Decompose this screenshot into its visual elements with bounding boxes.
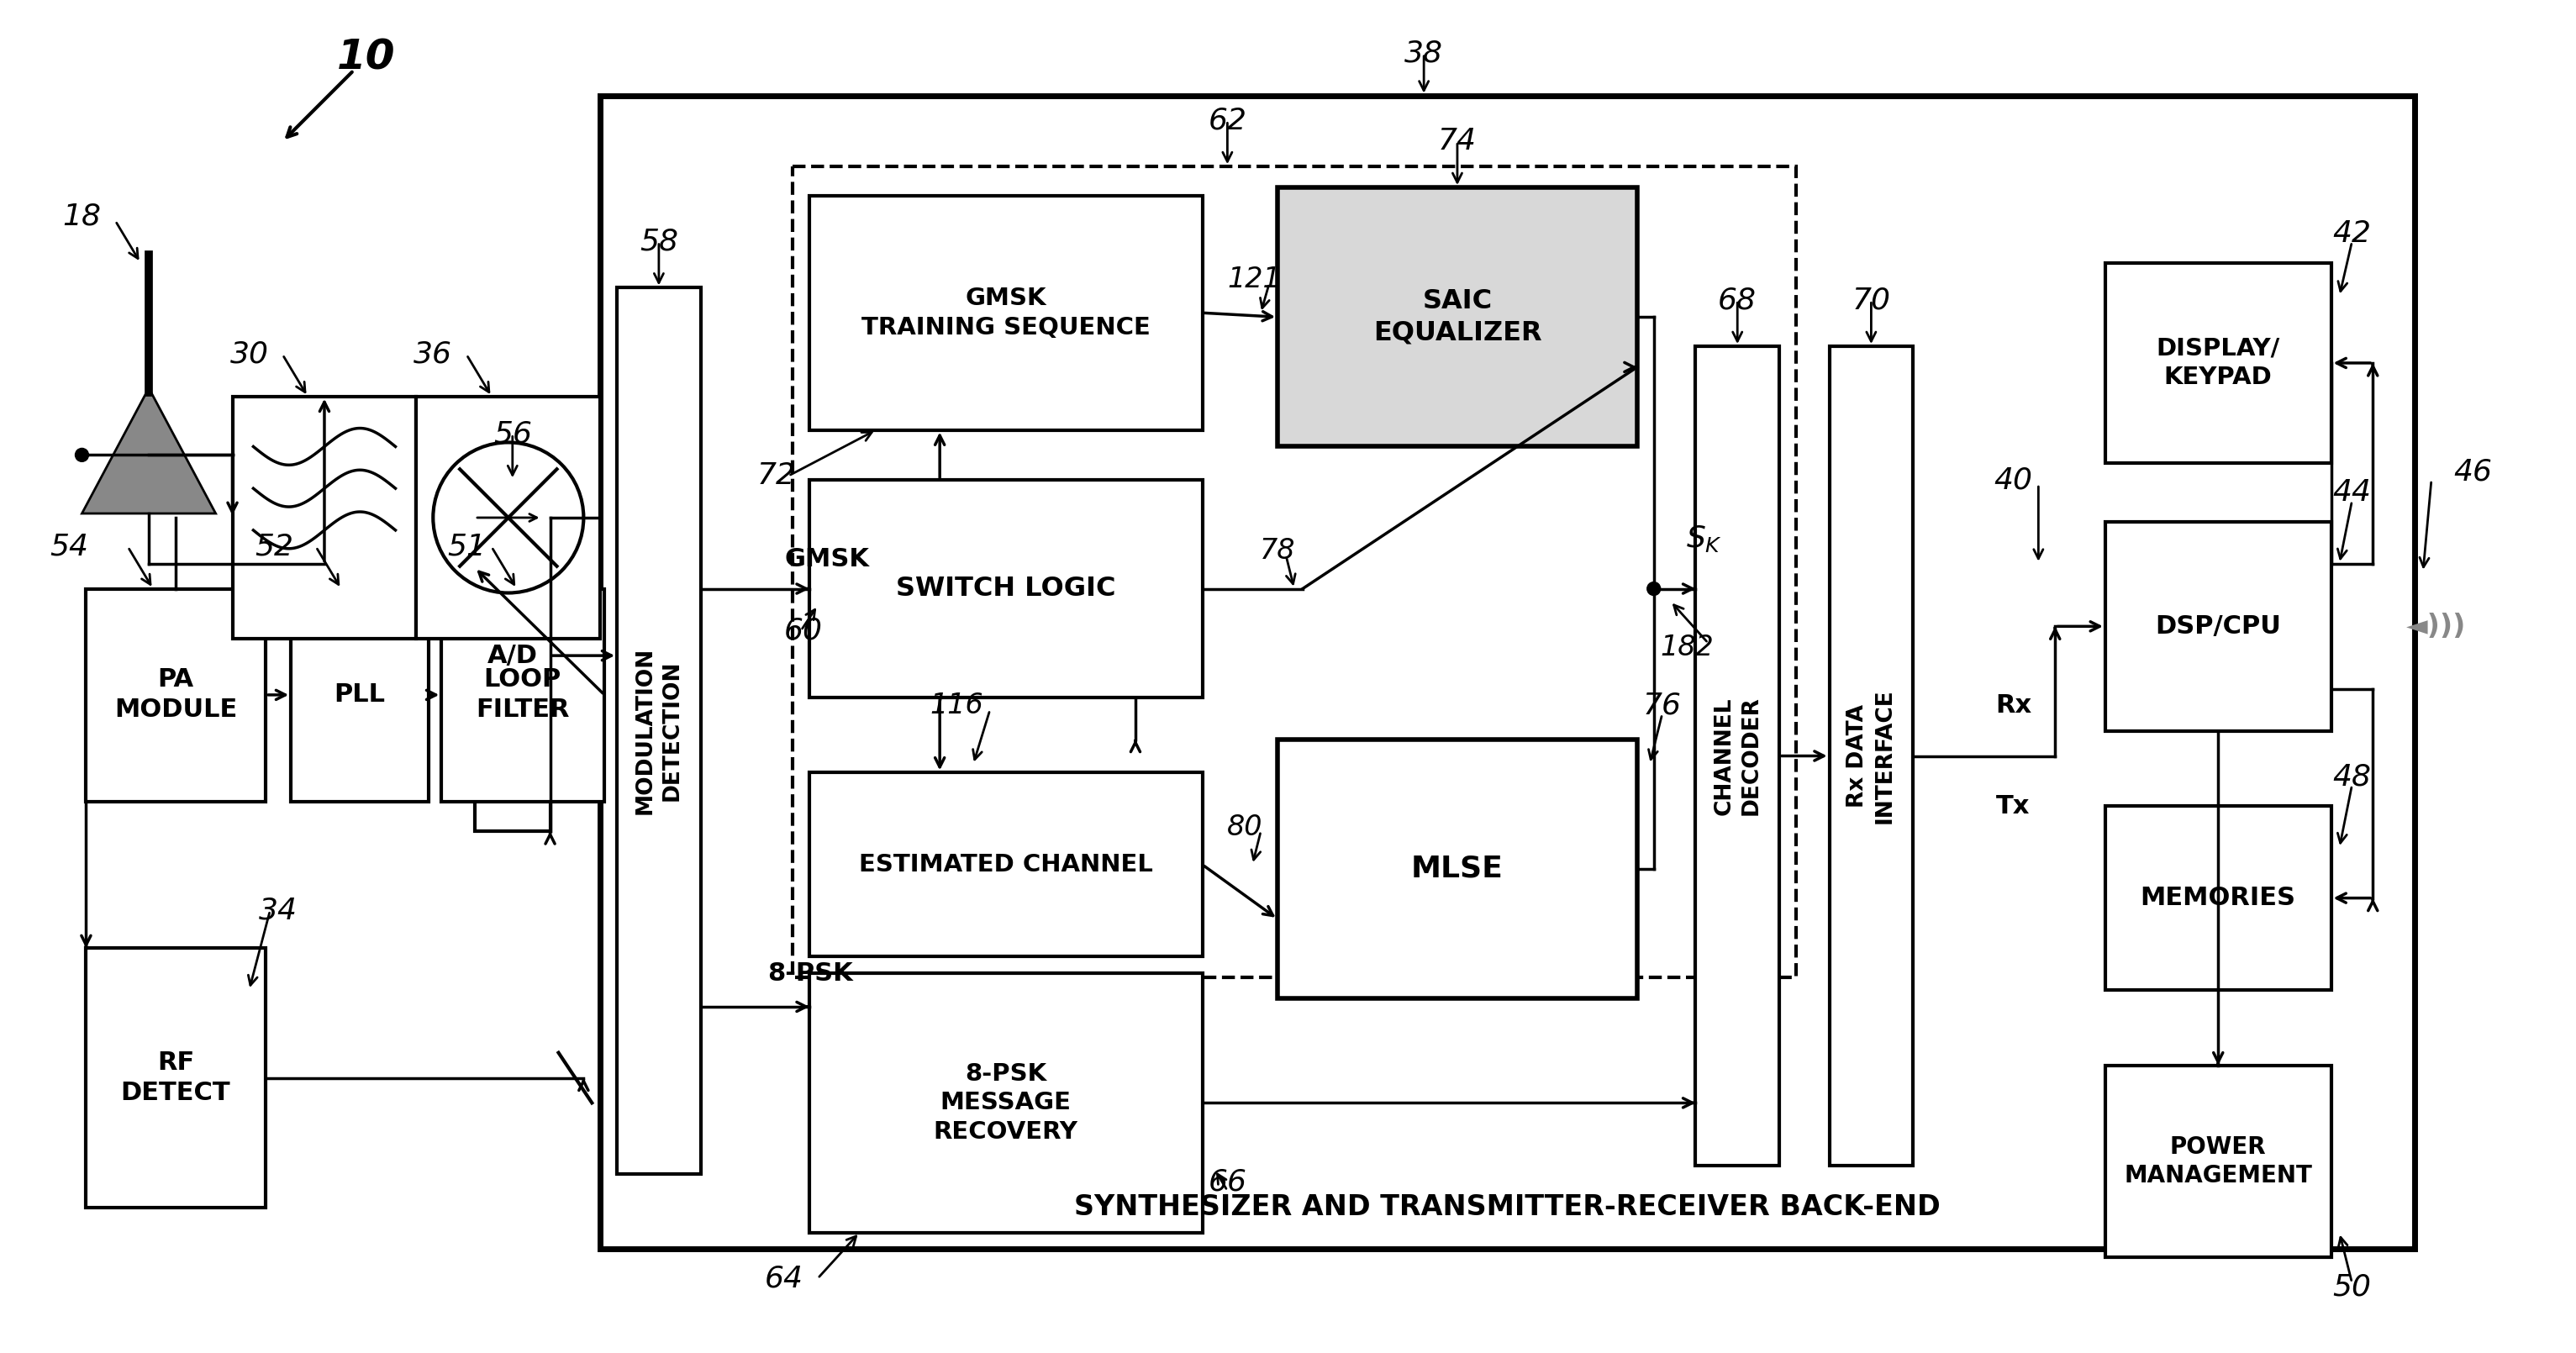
FancyBboxPatch shape xyxy=(1695,346,1780,1165)
FancyBboxPatch shape xyxy=(474,480,551,831)
FancyBboxPatch shape xyxy=(85,589,265,802)
Text: 44: 44 xyxy=(2334,479,2372,507)
Text: 48: 48 xyxy=(2334,763,2372,792)
Text: ◄))): ◄))) xyxy=(2406,613,2465,640)
Text: POWER
MANAGEMENT: POWER MANAGEMENT xyxy=(2125,1135,2313,1188)
Text: 74: 74 xyxy=(1437,127,1476,156)
FancyBboxPatch shape xyxy=(232,396,417,639)
Text: 60: 60 xyxy=(783,616,822,645)
Text: 34: 34 xyxy=(260,896,299,925)
Text: 56: 56 xyxy=(492,419,531,448)
Circle shape xyxy=(1646,582,1662,595)
Text: 46: 46 xyxy=(2455,457,2494,486)
Text: 38: 38 xyxy=(1404,39,1443,68)
Text: 80: 80 xyxy=(1226,813,1262,840)
Text: A/D: A/D xyxy=(487,644,538,668)
FancyBboxPatch shape xyxy=(1278,739,1638,999)
Text: 72: 72 xyxy=(757,461,796,490)
FancyBboxPatch shape xyxy=(809,773,1203,957)
Text: Rx DATA
INTERFACE: Rx DATA INTERFACE xyxy=(1847,689,1896,824)
Text: 121: 121 xyxy=(1226,265,1280,294)
Text: RF
DETECT: RF DETECT xyxy=(121,1050,229,1105)
Text: Tx: Tx xyxy=(1996,794,2030,819)
Text: PLL: PLL xyxy=(335,683,386,708)
Text: 54: 54 xyxy=(49,533,88,561)
Text: 40: 40 xyxy=(1994,465,2032,494)
Text: 10: 10 xyxy=(337,38,394,78)
Text: MEMORIES: MEMORIES xyxy=(2141,886,2295,911)
Text: 42: 42 xyxy=(2334,219,2372,248)
Text: MODULATION
DETECTION: MODULATION DETECTION xyxy=(634,647,683,815)
FancyBboxPatch shape xyxy=(417,396,600,639)
FancyBboxPatch shape xyxy=(85,948,265,1207)
Text: 52: 52 xyxy=(255,533,294,561)
Text: 62: 62 xyxy=(1208,107,1247,135)
Text: 36: 36 xyxy=(415,341,453,369)
Circle shape xyxy=(75,448,88,461)
Text: SYNTHESIZER AND TRANSMITTER-RECEIVER BACK-END: SYNTHESIZER AND TRANSMITTER-RECEIVER BAC… xyxy=(1074,1193,1940,1222)
Text: 76: 76 xyxy=(1643,691,1682,720)
Text: PA
MODULE: PA MODULE xyxy=(113,667,237,723)
Text: 64: 64 xyxy=(765,1264,804,1292)
Text: 30: 30 xyxy=(229,341,268,369)
Text: GMSK
TRAINING SEQUENCE: GMSK TRAINING SEQUENCE xyxy=(860,287,1151,340)
Text: 51: 51 xyxy=(448,533,487,561)
Polygon shape xyxy=(82,388,216,514)
Text: MLSE: MLSE xyxy=(1412,855,1504,884)
FancyBboxPatch shape xyxy=(2105,806,2331,990)
FancyBboxPatch shape xyxy=(1278,188,1638,446)
FancyBboxPatch shape xyxy=(2105,262,2331,463)
Text: 182: 182 xyxy=(1662,633,1713,662)
Text: ESTIMATED CHANNEL: ESTIMATED CHANNEL xyxy=(858,852,1154,877)
FancyBboxPatch shape xyxy=(600,96,2414,1249)
Text: 58: 58 xyxy=(639,227,677,256)
Text: SWITCH LOGIC: SWITCH LOGIC xyxy=(896,575,1115,602)
Text: DSP/CPU: DSP/CPU xyxy=(2156,614,2282,639)
FancyBboxPatch shape xyxy=(2105,522,2331,731)
Text: CHANNEL
DECODER: CHANNEL DECODER xyxy=(1713,697,1762,816)
Text: 18: 18 xyxy=(62,203,100,231)
Polygon shape xyxy=(438,497,461,526)
Text: 8-PSK
MESSAGE
RECOVERY: 8-PSK MESSAGE RECOVERY xyxy=(933,1062,1077,1143)
Text: 70: 70 xyxy=(1852,285,1891,315)
Text: Rx: Rx xyxy=(1996,694,2032,718)
Text: SAIC
EQUALIZER: SAIC EQUALIZER xyxy=(1373,288,1540,346)
FancyBboxPatch shape xyxy=(809,196,1203,430)
FancyBboxPatch shape xyxy=(291,589,428,802)
Text: 68: 68 xyxy=(1718,285,1757,315)
Text: 116: 116 xyxy=(930,691,984,720)
FancyBboxPatch shape xyxy=(2105,1065,2331,1257)
Text: 78: 78 xyxy=(1260,537,1296,566)
Text: DISPLAY/
KEYPAD: DISPLAY/ KEYPAD xyxy=(2156,337,2280,390)
Text: 8-PSK: 8-PSK xyxy=(768,961,853,985)
FancyBboxPatch shape xyxy=(618,288,701,1174)
FancyBboxPatch shape xyxy=(440,589,605,802)
Text: LOOP
FILTER: LOOP FILTER xyxy=(477,667,569,723)
FancyBboxPatch shape xyxy=(809,480,1203,697)
Text: $S_K$: $S_K$ xyxy=(1685,524,1723,553)
Text: 50: 50 xyxy=(2334,1273,2372,1302)
Text: 66: 66 xyxy=(1208,1168,1247,1196)
Text: GMSK: GMSK xyxy=(783,547,868,571)
FancyBboxPatch shape xyxy=(1829,346,1914,1165)
FancyBboxPatch shape xyxy=(809,973,1203,1233)
